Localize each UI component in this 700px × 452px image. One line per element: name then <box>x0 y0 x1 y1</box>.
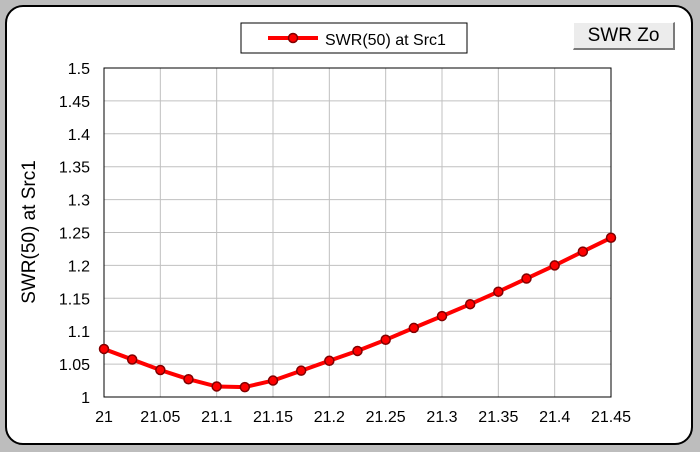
legend-label: SWR(50) at Src1 <box>325 32 446 49</box>
data-point <box>98 343 110 355</box>
data-point <box>577 246 589 257</box>
data-point <box>295 365 307 376</box>
data-point <box>211 381 222 392</box>
x-tick-label: 21.1 <box>201 409 232 426</box>
data-point <box>155 364 166 376</box>
y-tick-label: 1.05 <box>59 357 90 374</box>
y-tick-labels: 1 1.05 1.1 1.15 1.2 1.25 1.3 1.35 1.4 1.45 1.5 <box>59 61 90 407</box>
x-tick-label: 21.05 <box>140 409 180 426</box>
x-tick-label: 21.3 <box>426 409 457 426</box>
y-tick-label: 1.4 <box>68 127 90 144</box>
y-tick-label: 1.5 <box>68 61 90 78</box>
data-point <box>324 355 335 367</box>
data-point <box>380 334 391 346</box>
grid-lines <box>104 68 611 397</box>
x-tick-label: 21.15 <box>253 409 293 426</box>
y-tick-label: 1 <box>81 390 90 407</box>
x-tick-label: 21.25 <box>366 409 406 426</box>
y-axis-label: SWR(50) at Src1 <box>19 160 40 304</box>
y-tick-label: 1.25 <box>59 226 90 243</box>
legend: SWR(50) at Src1 <box>240 22 468 54</box>
data-point <box>239 381 251 393</box>
data-point <box>183 373 194 385</box>
chart-frame <box>5 5 693 445</box>
data-point <box>126 354 138 365</box>
x-tick-label: 21.2 <box>314 409 345 426</box>
data-point <box>436 310 448 322</box>
data-point <box>408 322 420 334</box>
legend-marker-sample <box>287 32 299 44</box>
x-tick-label: 21 <box>95 409 113 426</box>
x-tick-label: 21.4 <box>539 409 570 426</box>
y-tick-label: 1.1 <box>68 324 90 341</box>
data-point <box>549 260 560 271</box>
plot-area <box>103 67 612 398</box>
swr-zo-button[interactable]: SWR Zo <box>573 22 675 50</box>
series-layer <box>98 232 617 393</box>
y-tick-label: 1.3 <box>68 193 90 210</box>
x-tick-labels: 21 21.05 21.1 21.15 21.2 21.25 21.3 21.35 21.4 21… <box>95 409 631 426</box>
y-tick-label: 1.35 <box>59 160 90 177</box>
x-tick-label: 21.45 <box>591 409 631 426</box>
y-tick-label: 1.45 <box>59 94 90 111</box>
data-point <box>352 345 363 357</box>
data-point <box>464 298 476 310</box>
data-point <box>493 286 504 297</box>
x-tick-label: 21.35 <box>478 409 518 426</box>
data-point <box>605 232 617 244</box>
data-point <box>267 375 279 386</box>
series-line <box>103 236 612 390</box>
y-tick-label: 1.15 <box>59 291 90 308</box>
data-point <box>521 273 532 284</box>
y-tick-label: 1.2 <box>68 258 90 275</box>
